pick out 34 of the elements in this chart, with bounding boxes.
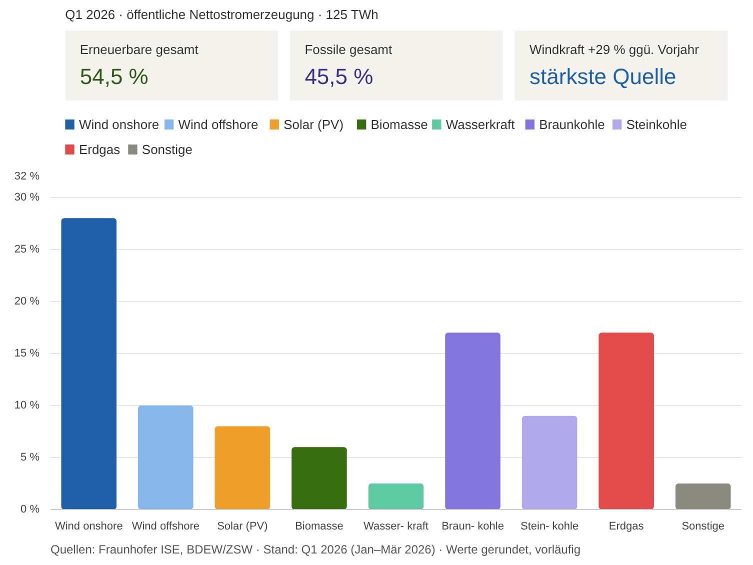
y-tick-label: 32 %	[14, 170, 40, 182]
text: 54,5 %	[80, 64, 148, 89]
y-tick-label: 15 %	[14, 347, 40, 360]
x-tick-label: Erdgas	[608, 520, 644, 532]
x-tick-label: Sonstige	[682, 520, 725, 532]
x-tick-label: Wind offshore	[132, 520, 200, 532]
text: Fossile gesamt	[304, 42, 392, 57]
text: stärkste Quelle	[530, 64, 676, 89]
y-tick-label: 25 %	[14, 243, 40, 256]
text: Q1 2026 · öffentliche Nettostromerzeugung · 125 TWh	[65, 7, 378, 22]
source-note: Quellen: Fraunhofer ISE, BDEW/ZSW · Stand: Q1 2026 (Jan–Mär 2026) · Werte gerundet, vorläufig	[50, 542, 581, 556]
text: Erneuerbare gesamt	[80, 42, 199, 57]
x-tick-label: Wasser- kraft	[364, 520, 429, 532]
y-tick-label: 0 %	[20, 504, 40, 516]
y-tick-label: 10 %	[14, 399, 40, 412]
legend-label: Solar (PV)	[284, 117, 344, 132]
legend-label: Steinkohle	[626, 117, 687, 132]
legend-label: Biomasse	[370, 117, 428, 132]
text: Windkraft +29 % ggü. Vorjahr	[530, 42, 700, 57]
legend-label: Sonstige	[142, 142, 192, 157]
legend-label: Wind offshore	[178, 117, 258, 132]
legend-label: Wasserkraft	[446, 117, 516, 132]
x-tick-label: Biomasse	[295, 520, 344, 532]
y-tick-label: 30 %	[14, 191, 40, 204]
legend-label: Erdgas	[78, 142, 121, 157]
y-tick-label: 20 %	[14, 295, 40, 308]
x-tick-label: Solar (PV)	[217, 520, 268, 532]
y-tick-label: 5 %	[20, 451, 40, 464]
x-tick-label: Stein- kohle	[520, 520, 579, 532]
legend-label: Wind onshore	[78, 117, 160, 132]
x-tick-label: Braun- kohle	[442, 520, 504, 532]
x-tick-label: Wind onshore	[54, 520, 123, 532]
legend-label: Braunkohle	[539, 117, 605, 132]
text: 45,5 %	[304, 64, 374, 89]
